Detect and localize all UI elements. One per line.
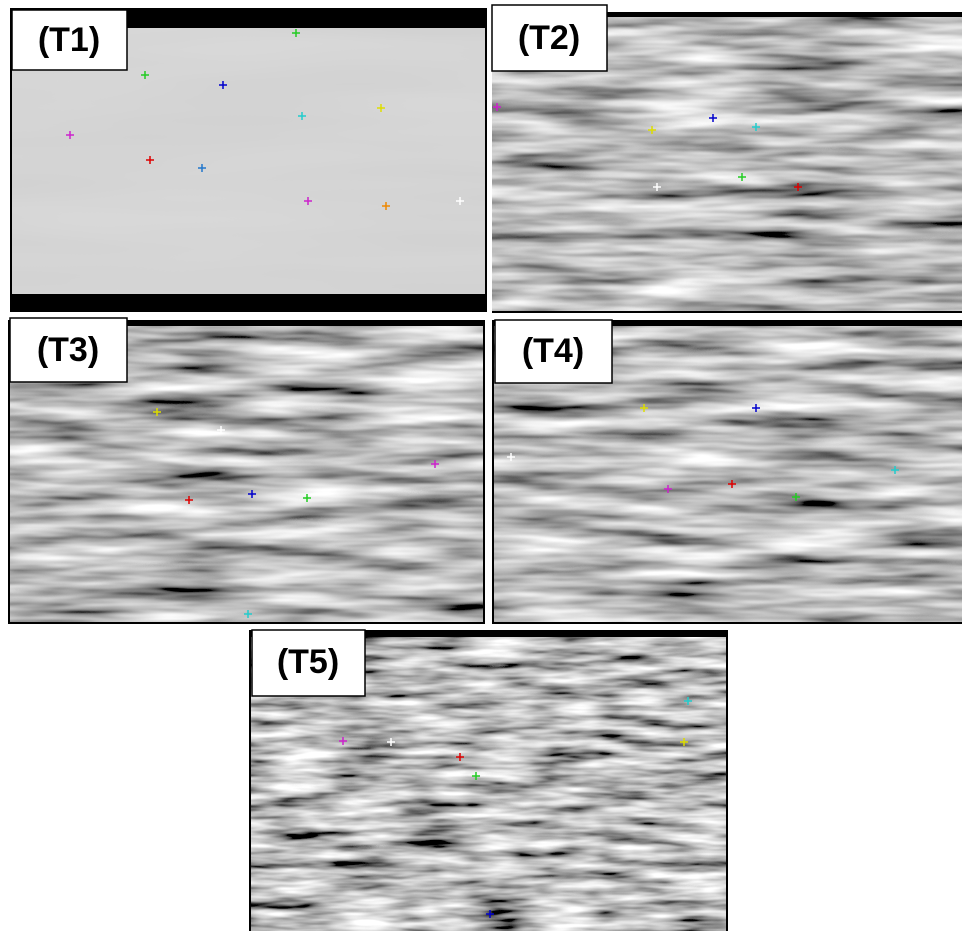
- panel-label: (T5): [277, 643, 339, 681]
- panel-label: (T2): [518, 19, 580, 57]
- panel-label: (T1): [38, 21, 100, 59]
- figure: (T1) (T2) (T3) (T4) (T5): [0, 0, 962, 931]
- panel-label: (T3): [37, 331, 99, 369]
- panel-label: (T4): [522, 332, 584, 370]
